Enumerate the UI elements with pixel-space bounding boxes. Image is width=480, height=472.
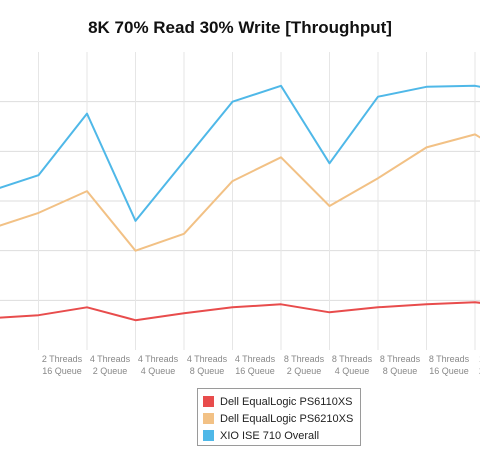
x-tick-label: 4 Threads 8 Queue bbox=[187, 354, 228, 376]
legend-swatch-ps6110xs bbox=[203, 396, 214, 407]
legend-label-ps6110xs: Dell EqualLogic PS6110XS bbox=[220, 395, 353, 408]
legend-item-ps6110xs: Dell EqualLogic PS6110XS bbox=[203, 393, 360, 410]
x-tick-label: 4 Threads 4 Queue bbox=[138, 354, 179, 376]
legend-swatch-xio bbox=[203, 430, 214, 441]
series-lines bbox=[0, 84, 480, 322]
grid-lines bbox=[0, 52, 480, 350]
x-tick-label: 4 Threads 2 Queue bbox=[90, 354, 131, 376]
series-line-2 bbox=[0, 84, 480, 222]
legend-label-ps6210xs: Dell EqualLogic PS6210XS bbox=[220, 412, 354, 425]
legend: Dell EqualLogic PS6110XS Dell EqualLogic… bbox=[197, 388, 361, 446]
legend-label-xio: XIO ISE 710 Overall bbox=[220, 429, 320, 442]
x-tick-label: 8 Threads 4 Queue bbox=[332, 354, 373, 376]
legend-item-xio: XIO ISE 710 Overall bbox=[203, 427, 360, 444]
chart-title: 8K 70% Read 30% Write [Throughput] bbox=[88, 18, 392, 37]
legend-item-ps6210xs: Dell EqualLogic PS6210XS bbox=[203, 410, 360, 427]
legend-swatch-ps6210xs bbox=[203, 413, 214, 424]
x-tick-label: 2 Threads 16 Queue bbox=[42, 354, 83, 376]
series-line-1 bbox=[0, 133, 480, 252]
x-tick-label: 8 Threads 8 Queue bbox=[380, 354, 421, 376]
x-tick-label: 4 Threads 16 Queue bbox=[235, 354, 276, 376]
x-tick-label: 8 Threads 16 Queue bbox=[429, 354, 470, 376]
x-tick-label: 8 Threads 2 Queue bbox=[284, 354, 325, 376]
series-line-0 bbox=[0, 301, 480, 322]
